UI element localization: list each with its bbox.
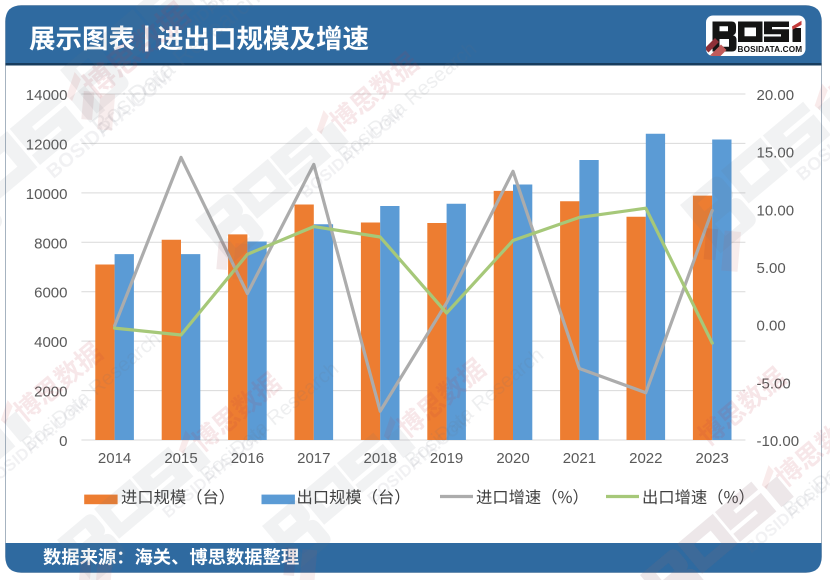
svg-text:2014: 2014: [98, 450, 131, 467]
svg-text:2020: 2020: [496, 450, 529, 467]
svg-text:0: 0: [59, 433, 67, 450]
svg-text:6000: 6000: [34, 285, 67, 302]
svg-text:10000: 10000: [26, 186, 68, 203]
svg-text:2022: 2022: [629, 450, 662, 467]
svg-text:2017: 2017: [297, 450, 330, 467]
svg-text:BOSIDATA.COM: BOSIDATA.COM: [738, 45, 803, 54]
svg-text:20.00: 20.00: [757, 87, 795, 104]
svg-text:8000: 8000: [34, 235, 67, 252]
svg-text:2021: 2021: [563, 450, 596, 467]
svg-text:-10.00: -10.00: [757, 433, 800, 450]
svg-text:0.00: 0.00: [757, 318, 786, 335]
svg-text:4000: 4000: [34, 334, 67, 351]
svg-text:2023: 2023: [696, 450, 729, 467]
svg-text:5.00: 5.00: [757, 260, 786, 277]
svg-text:10.00: 10.00: [757, 202, 795, 219]
